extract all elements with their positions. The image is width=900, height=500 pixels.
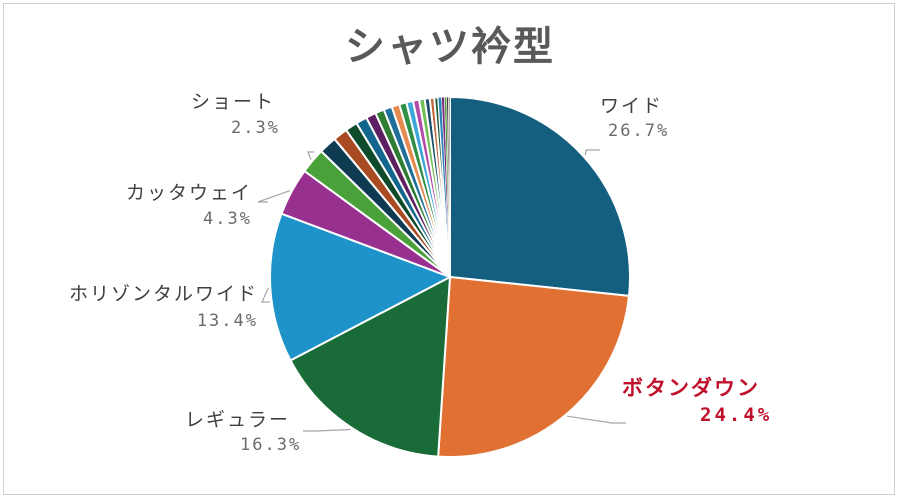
slice-percent-label: 16.3% <box>240 435 301 455</box>
pie-slice <box>269 212 453 362</box>
slice-percent-label: 13.4% <box>197 311 258 331</box>
slice-percent-label: 2.3% <box>231 118 280 138</box>
slice-label: ワイド <box>600 95 663 117</box>
leader-line <box>303 428 351 432</box>
leader-line <box>257 190 291 203</box>
slice-percent-label: 4.3% <box>203 209 252 229</box>
slice-label: レギュラー <box>185 409 290 431</box>
slice-percent-label: 26.7% <box>608 121 669 141</box>
leader-line <box>584 149 600 156</box>
slice-percent-label: 24.4% <box>700 404 772 426</box>
pie-slice <box>289 275 452 458</box>
leader-line <box>567 415 626 424</box>
slice-label: ホリゾンタルワイド <box>69 283 258 305</box>
pie-slice <box>449 95 631 297</box>
pie-slice <box>437 275 631 458</box>
slice-label: カッタウェイ <box>126 182 252 204</box>
pie-slice <box>448 96 451 278</box>
chart-title: シャツ衿型 <box>345 24 555 70</box>
leader-line <box>261 287 270 303</box>
leader-line <box>307 151 314 160</box>
slice-label: ボタンダウン <box>622 376 760 400</box>
slice-label: ショート <box>191 91 275 113</box>
